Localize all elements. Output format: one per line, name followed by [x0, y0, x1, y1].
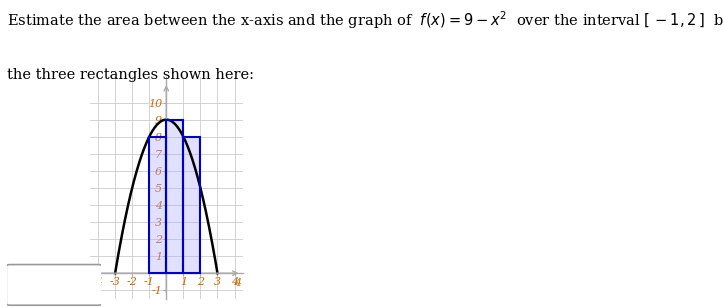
Bar [184, 137, 200, 273]
FancyBboxPatch shape [7, 265, 102, 305]
Bar [149, 137, 166, 273]
Text: the three rectangles shown here:: the three rectangles shown here: [7, 68, 254, 82]
Bar [166, 120, 184, 273]
Bar [149, 137, 166, 273]
Bar [166, 120, 184, 273]
Text: Estimate the area between the x-axis and the graph of  $f(x) = 9 - x^2$  over th: Estimate the area between the x-axis and… [7, 9, 723, 31]
Bar [184, 137, 200, 273]
Text: 4: 4 [234, 278, 241, 288]
